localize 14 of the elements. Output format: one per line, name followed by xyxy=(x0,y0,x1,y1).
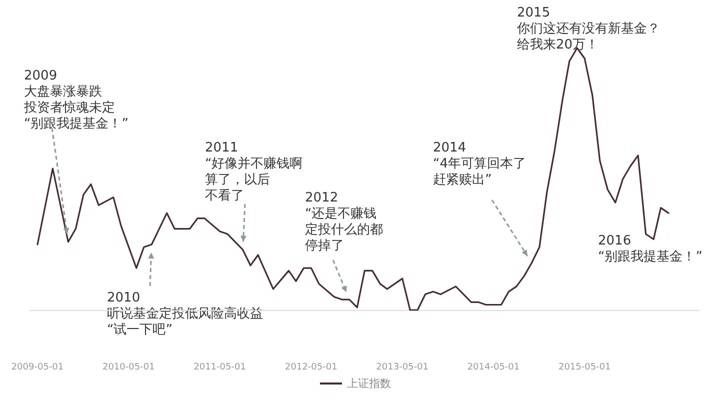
annotation: 2014 “4年可算回本了赶紧赎出” xyxy=(433,140,526,188)
annotation: 2016 “别跟我提基金！” xyxy=(598,234,702,264)
x-tick-label: 2012-05-01 xyxy=(285,362,338,372)
annotation: 2015 你们这还有没有新基金？给我来20万！ xyxy=(516,6,660,52)
legend-label: 上证指数 xyxy=(347,377,391,390)
x-tick-label: 2011-05-01 xyxy=(194,362,246,372)
annotation: 2011 “好像并不赚钱啊算了，以后不看了 xyxy=(205,140,303,204)
x-tick-label: 2013-05-01 xyxy=(376,362,428,372)
x-tick-label: 2009-05-01 xyxy=(11,362,64,372)
annotation: 2009 大盘暴涨暴跌投资者惊魂未定“别跟我提基金！” xyxy=(23,68,128,132)
annotation: 2012 “还是不赚钱定投什么的都停掉了 xyxy=(305,190,383,254)
x-tick-label: 2014-05-01 xyxy=(467,362,520,372)
x-tick-label: 2015-05-01 xyxy=(558,362,611,372)
x-tick-label: 2010-05-01 xyxy=(102,362,155,372)
